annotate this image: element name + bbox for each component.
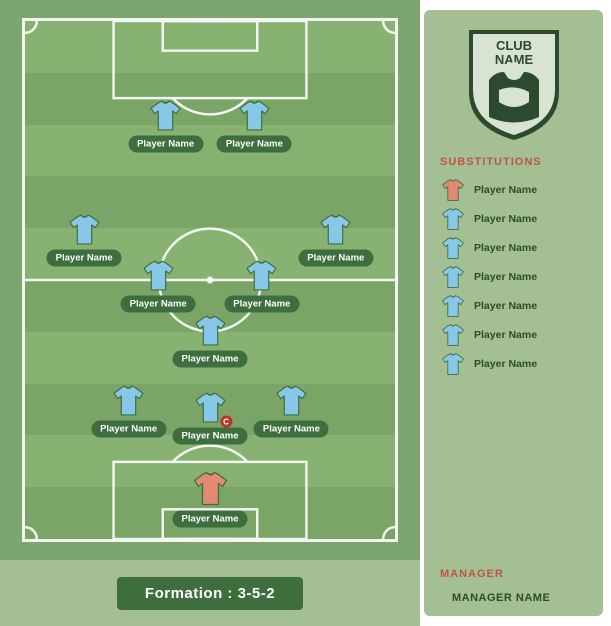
substitution-name: Player Name — [474, 271, 537, 283]
player-marker: Player Name — [91, 382, 166, 437]
player-marker: Player Name — [172, 312, 247, 367]
player-name-label: Player Name — [172, 510, 247, 527]
player-name-label: Player Name — [128, 135, 203, 152]
player-name-label: Player Name — [217, 135, 292, 152]
manager-heading: MANAGER — [440, 568, 593, 580]
player-name-label: Player Name — [172, 428, 247, 445]
captain-badge: C — [220, 416, 232, 428]
jersey-icon — [440, 235, 466, 261]
jersey-icon: C — [192, 390, 228, 426]
player-marker: Player Name — [128, 97, 203, 152]
jersey-icon — [440, 351, 466, 377]
jersey-icon — [66, 211, 102, 247]
substitution-row: Player Name — [440, 322, 593, 348]
substitution-name: Player Name — [474, 213, 537, 225]
svg-text:CLUB: CLUB — [495, 38, 531, 53]
pitch: Player Name Player Name CPlayer Name Pla… — [22, 18, 398, 542]
jersey-icon — [440, 264, 466, 290]
right-column: CLUB NAME SUBSTITUTIONS Player Name Play… — [420, 0, 611, 626]
player-name-label: Player Name — [121, 296, 196, 313]
lineup-graphic: Player Name Player Name CPlayer Name Pla… — [0, 0, 611, 626]
left-column: Player Name Player Name CPlayer Name Pla… — [0, 0, 420, 626]
jersey-icon — [318, 211, 354, 247]
substitution-name: Player Name — [474, 300, 537, 312]
substitution-name: Player Name — [474, 329, 537, 341]
club-crest: CLUB NAME — [459, 22, 569, 142]
jersey-icon — [190, 468, 230, 508]
player-name-label: Player Name — [91, 420, 166, 437]
player-marker: Player Name — [298, 211, 373, 266]
substitutions-heading: SUBSTITUTIONS — [440, 156, 593, 168]
side-panel: CLUB NAME SUBSTITUTIONS Player Name Play… — [424, 10, 603, 616]
substitution-row: Player Name — [440, 177, 593, 203]
jersey-icon — [440, 322, 466, 348]
jersey-icon — [440, 293, 466, 319]
jersey-icon — [440, 206, 466, 232]
substitution-name: Player Name — [474, 242, 537, 254]
jersey-icon — [148, 97, 184, 133]
player-marker: Player Name — [121, 258, 196, 313]
jersey-icon — [140, 258, 176, 294]
substitution-row: Player Name — [440, 293, 593, 319]
substitution-name: Player Name — [474, 184, 537, 196]
substitution-row: Player Name — [440, 351, 593, 377]
player-marker: Player Name — [172, 468, 247, 527]
player-marker: Player Name — [254, 382, 329, 437]
formation-label: Formation : 3-5-2 — [117, 577, 303, 610]
pitch-container: Player Name Player Name CPlayer Name Pla… — [0, 0, 420, 560]
jersey-icon — [236, 97, 272, 133]
player-marker: CPlayer Name — [172, 390, 247, 445]
player-name-label: Player Name — [254, 420, 329, 437]
player-name-label: Player Name — [224, 296, 299, 313]
substitutions-list: Player Name Player Name Player Name Play… — [434, 174, 593, 380]
jersey-icon — [244, 258, 280, 294]
player-name-label: Player Name — [172, 350, 247, 367]
pitch-markings — [25, 21, 395, 539]
manager-name: MANAGER NAME — [452, 592, 593, 604]
substitution-row: Player Name — [440, 264, 593, 290]
player-marker: Player Name — [217, 97, 292, 152]
jersey-icon — [273, 382, 309, 418]
player-name-label: Player Name — [47, 249, 122, 266]
player-marker: Player Name — [224, 258, 299, 313]
substitution-name: Player Name — [474, 358, 537, 370]
jersey-icon — [192, 312, 228, 348]
jersey-icon — [111, 382, 147, 418]
jersey-icon — [440, 177, 466, 203]
player-name-label: Player Name — [298, 249, 373, 266]
substitution-row: Player Name — [440, 235, 593, 261]
substitution-row: Player Name — [440, 206, 593, 232]
formation-bar: Formation : 3-5-2 — [0, 560, 420, 626]
player-marker: Player Name — [47, 211, 122, 266]
